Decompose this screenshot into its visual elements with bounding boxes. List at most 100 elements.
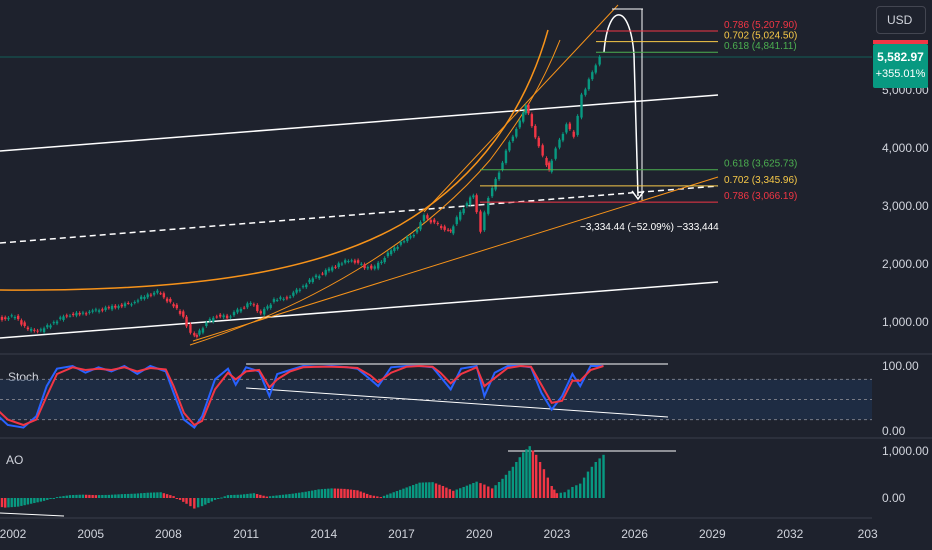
ao-bar [62, 496, 65, 498]
ao-bar [301, 492, 304, 498]
price-candles [0, 55, 601, 339]
candle-body [78, 312, 81, 315]
ao-bar [42, 498, 46, 501]
ao-bar [114, 494, 117, 498]
ao-bar [65, 495, 68, 498]
orange-support-trendline[interactable] [192, 176, 719, 342]
candle-body [591, 72, 594, 80]
ao-bar [149, 492, 153, 498]
ao-bar [379, 497, 382, 499]
candle-body [347, 261, 350, 263]
ao-bar [265, 496, 269, 498]
channel-lower-line[interactable] [0, 281, 719, 339]
last-price-tag-strip [873, 40, 928, 44]
candle-body [412, 234, 416, 237]
ao-bar [582, 477, 586, 498]
ao-bar [239, 494, 243, 498]
fib-level-label: 0.618 (4,841.11) [724, 41, 797, 52]
candle-body [356, 260, 360, 263]
candle-body [550, 160, 553, 172]
candle-body [259, 311, 262, 314]
price-axis-tick-label: 4,000.00 [882, 141, 929, 155]
candle-body [440, 225, 443, 229]
ao-bar [468, 484, 472, 498]
candle-body [23, 322, 26, 327]
ao-bar [217, 498, 220, 499]
channel-upper-line[interactable] [0, 94, 719, 152]
orange-parabolic-curve-outer[interactable] [0, 29, 549, 291]
ao-bar [268, 496, 272, 498]
candle-body [84, 313, 88, 315]
candle-body [462, 208, 465, 214]
candle-body [594, 65, 597, 73]
candle-body [366, 267, 370, 269]
channel-mid-dashed-line[interactable] [0, 185, 719, 244]
candle-body [175, 304, 179, 309]
ao-bar [46, 498, 49, 500]
candle-body [16, 315, 20, 320]
candle-body [545, 158, 548, 166]
time-axis-tick-label: 2017 [388, 527, 415, 541]
ao-bar [590, 466, 594, 498]
stoch-axis[interactable]: 100.00 0.00 [882, 359, 919, 438]
candle-body [285, 297, 289, 299]
candle-body [127, 303, 130, 305]
candle-body [321, 273, 324, 275]
candle-body [36, 330, 39, 332]
candle-body [59, 317, 62, 319]
candle-body [541, 145, 544, 156]
last-price-change: +355.01% [875, 68, 926, 80]
candle-body [146, 294, 149, 298]
candle-body [252, 304, 256, 306]
candle-body [576, 115, 579, 135]
time-axis-tick-label: 203 [858, 527, 878, 541]
candle-body [324, 270, 327, 275]
orange-resistance-trendline[interactable] [423, 4, 619, 213]
candle-body [26, 327, 30, 330]
orange-parabolic-curve-inner[interactable] [189, 39, 561, 346]
ao-bar [494, 485, 497, 498]
ao-bar [72, 495, 75, 498]
fibonacci-levels[interactable]: 0.786 (5,207.90)0.702 (5,024.50)0.618 (4… [480, 20, 797, 233]
ao-bar [172, 496, 175, 498]
ao-bar [411, 485, 415, 498]
ao-bar [210, 498, 213, 502]
fib-level-label: 0.702 (5,024.50) [724, 31, 797, 42]
candle-body [225, 315, 229, 319]
ao-bar [136, 493, 140, 498]
currency-selector[interactable]: USD [876, 6, 926, 34]
candle-body [242, 307, 246, 309]
drawing-tools[interactable] [0, 4, 719, 346]
candle-body [419, 222, 422, 230]
ao-bar [307, 491, 311, 498]
ao-bar [156, 492, 159, 498]
candle-body [475, 195, 478, 213]
projection-arc[interactable] [603, 14, 639, 197]
candle-body [587, 79, 591, 90]
ao-axis[interactable]: 1,000.00 0.00 [882, 444, 929, 505]
candle-body [101, 309, 104, 311]
candle-body [72, 313, 75, 316]
candle-body [504, 150, 508, 163]
ao-bar [465, 485, 469, 498]
candle-body [272, 299, 276, 302]
ao-bar [479, 483, 482, 498]
candle-body [363, 264, 366, 269]
candle-body [527, 104, 530, 114]
candle-body [222, 315, 225, 318]
ao-title: AO [6, 453, 23, 467]
candle-body [409, 236, 412, 238]
ao-bar [389, 493, 392, 498]
ao-bar [49, 498, 52, 499]
candle-body [530, 114, 534, 127]
ao-bar [550, 486, 553, 498]
candle-body [327, 268, 331, 271]
ao-bar [382, 495, 386, 498]
ao-bar [402, 488, 405, 498]
time-axis[interactable]: 2002 2005 2008 2011 2014 2017 2020 2023 2026 2029… [0, 527, 878, 541]
ao-bar [542, 469, 546, 498]
time-axis-tick-label: 2002 [0, 527, 27, 541]
candle-body [215, 316, 218, 318]
candle-body [205, 322, 208, 327]
